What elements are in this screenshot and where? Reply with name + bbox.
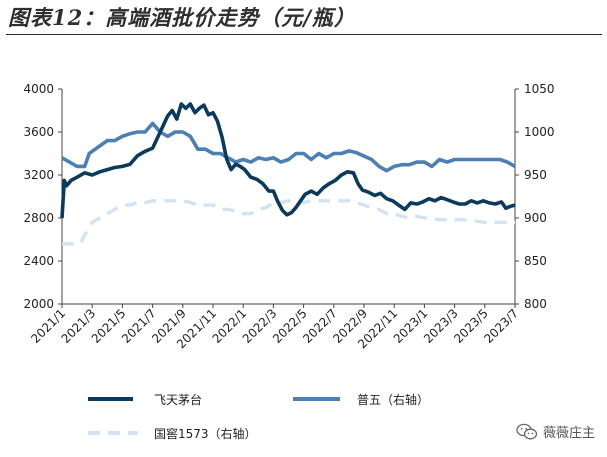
y-left-tick-label: 3200 (23, 168, 54, 182)
legend-label-wuliangye: 普五（右轴） (357, 392, 429, 407)
y-left-tick-label: 2400 (23, 254, 54, 268)
series-line-guojiao (62, 199, 515, 246)
y-left-tick-label: 3600 (23, 125, 54, 139)
y-right-tick-label: 900 (524, 211, 547, 225)
series-line-wuliangye (61, 121, 516, 173)
title-underline (6, 34, 602, 35)
y-right-tick-label: 800 (524, 297, 547, 311)
y-right-tick-label: 950 (524, 168, 547, 182)
y-left-tick-label: 4000 (23, 82, 54, 96)
chart-axes (61, 89, 516, 305)
x-tick-label: 2023/7 (481, 306, 521, 346)
y-right-tick-label: 1000 (524, 125, 555, 139)
chart-legend: 飞天茅台 普五（右轴） 国窖1573（右轴） (88, 392, 429, 441)
y-left-tick-label: 2000 (23, 297, 54, 311)
legend-label-guojiao: 国窖1573（右轴） (154, 426, 257, 441)
chart-series (60, 102, 516, 246)
wechat-icon (516, 423, 538, 439)
watermark-text: 薇薇庄主 (542, 426, 595, 441)
wechat-watermark: 薇薇庄主 (516, 422, 595, 441)
legend-label-feitian: 飞天茅台 (154, 392, 202, 407)
chart-ticks: 2000 2400 2800 3200 3600 4000 800 850 900 950 1000… (23, 82, 554, 351)
y-right-tick-label: 850 (524, 254, 547, 268)
y-left-tick-label: 2800 (23, 211, 54, 225)
y-right-tick-label: 1050 (524, 82, 555, 96)
series-line-feitian (60, 102, 516, 219)
chart-title: 图表12：高端酒批价走势（元/瓶） (8, 5, 356, 30)
